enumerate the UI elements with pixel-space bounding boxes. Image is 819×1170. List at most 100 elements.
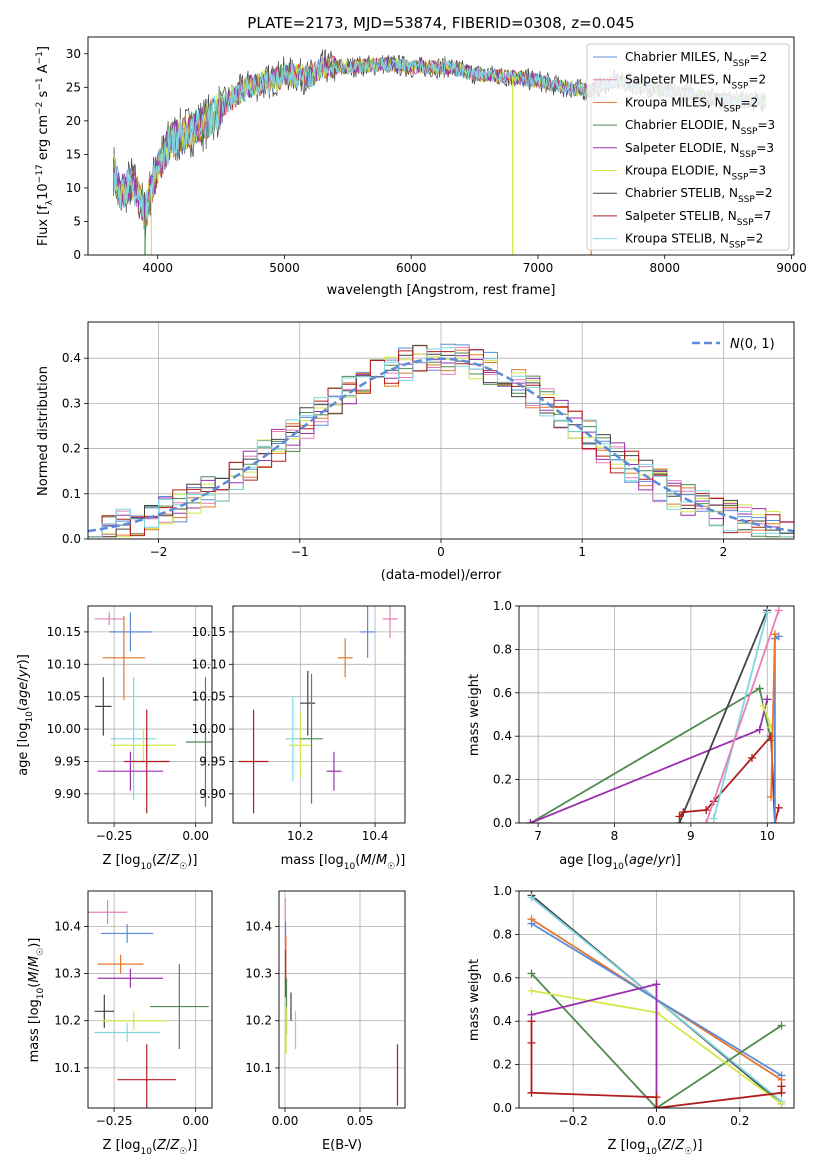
- tick-label-y: 25: [66, 80, 81, 94]
- mw-marker-salpeter_stelib: [777, 1082, 786, 1091]
- label-part: A: [36, 64, 51, 77]
- axes-frame: [87, 321, 795, 540]
- mw-marker-salpeter_elodie: [755, 725, 764, 734]
- label-part: 10: [140, 1147, 152, 1157]
- histogram-step-chabrier_stelib: [88, 344, 794, 538]
- legend-label-chabrier_miles: Chabrier MILES, NSSP=2: [625, 50, 767, 69]
- tick-label-x: 7000: [523, 261, 554, 275]
- legend-label-kroupa_elodie: Kroupa ELODIE, NSSP=3: [625, 164, 766, 183]
- label-part: ☉: [387, 862, 395, 872]
- label-part: SSP: [737, 218, 754, 228]
- tick-label-y: 0.4: [493, 1014, 512, 1028]
- histogram-step-salpeter_elodie: [88, 355, 794, 538]
- panel-mw-vs-z: −0.2 0.0 0.2 0.0 0.2 0.4 0.6 0.8 1.0: [493, 884, 795, 1128]
- x-axis-label: Z [log10(Z/Z☉)]: [608, 1138, 703, 1157]
- tick-label-y: 10.00: [47, 722, 81, 736]
- tick-label-x: 0.2: [730, 1114, 749, 1128]
- x-axis-label: E(B-V): [322, 1138, 362, 1153]
- label-part: Z: [156, 1138, 167, 1153]
- tick-label-x: 8000: [649, 261, 680, 275]
- errorbar-chabrier_elodie: [185, 677, 212, 807]
- mw-marker-salpeter_miles: [774, 606, 783, 615]
- label-part: N: [730, 337, 740, 352]
- legend-label-chabrier_stelib: Chabrier STELIB, NSSP=2: [625, 186, 773, 205]
- panel-mass-vs-ebv: 0.00 0.05 10.1 10.2 10.3 10.4: [245, 890, 406, 1128]
- mw-marker-kroupa_stelib: [709, 814, 718, 823]
- mw-marker-kroupa_stelib: [527, 893, 536, 902]
- tick-label-x: 0: [437, 545, 445, 559]
- label-part: )]: [16, 654, 31, 664]
- errorbar-chabrier_miles: [101, 924, 154, 943]
- mw-marker-salpeter_elodie: [526, 819, 535, 823]
- tick-label-y: 0.2: [62, 442, 81, 456]
- label-part: SSP: [738, 195, 755, 205]
- mw-marker-salpeter_stelib: [675, 812, 684, 821]
- label-part: =2: [750, 50, 768, 64]
- tick-label-x: 0.05: [347, 1114, 374, 1128]
- tick-label-y: 0.8: [493, 927, 512, 941]
- label-part: age: [629, 853, 653, 868]
- label-part: age [log: [16, 723, 31, 776]
- histogram-step-salpeter_stelib: [88, 349, 794, 538]
- axes-frame: [87, 36, 795, 256]
- label-part: /: [27, 966, 42, 971]
- x-axis-label: wavelength [Angstrom, rest frame]: [327, 283, 556, 298]
- label-part: 10: [25, 711, 35, 723]
- errorbar-kroupa_miles: [337, 638, 353, 678]
- mw-marker-salpeter_miles: [702, 819, 711, 823]
- y-axis-label: mass weight: [467, 959, 482, 1041]
- mw-marker-salpeter_elodie: [652, 980, 661, 989]
- tick-label-y: 0.0: [493, 816, 512, 830]
- label-part: yr: [16, 663, 31, 679]
- mw-marker-salpeter_stelib: [527, 1038, 536, 1047]
- mw-marker-salpeter_stelib: [652, 1104, 661, 1108]
- tick-label-x: 7: [534, 829, 542, 843]
- legend-label-salpeter_elodie: Salpeter ELODIE, NSSP=3: [625, 141, 774, 160]
- legend-box: [586, 43, 790, 251]
- tick-label-y: 0.6: [493, 686, 512, 700]
- tick-label-x: 0.00: [182, 1114, 209, 1128]
- tick-label-y: 9.90: [199, 787, 226, 801]
- tick-label-y: 10.4: [245, 919, 272, 933]
- mw-line-chabrier_elodie: [530, 687, 772, 823]
- tick-label-y: 10.3: [54, 967, 81, 981]
- plot-area: [527, 891, 786, 1108]
- label-part: Chabrier ELODIE, N: [625, 118, 741, 132]
- label-part: −2: [35, 102, 45, 115]
- mw-line-salpeter_elodie: [531, 983, 658, 1108]
- tick-label-x: 10: [760, 829, 775, 843]
- y-axis-label: mass [log10(M/M☉)]: [27, 938, 46, 1063]
- tick-label-x: 0.0: [647, 1114, 666, 1128]
- panel-age-vs-z: −0.25 0.00 9.90 9.95 10.00 10.05 10.10 10.15: [47, 605, 213, 843]
- mw-marker-salpeter_stelib: [747, 753, 756, 762]
- label-part: ]: [36, 46, 51, 51]
- tick-label-y: 0.0: [493, 1101, 512, 1115]
- mw-marker-salpeter_stelib: [767, 732, 776, 741]
- label-part: Salpeter ELODIE, N: [625, 141, 739, 155]
- tick-label-y: 0.6: [493, 971, 512, 985]
- tick-label-y: 9.95: [54, 754, 81, 768]
- errorbar-salpeter_miles: [382, 606, 398, 639]
- label-part: Z: [169, 853, 180, 868]
- y-axis-label: age [log10(age/yr)]: [16, 654, 35, 776]
- tick-label-x: 9: [687, 829, 695, 843]
- label-part: Chabrier STELIB, N: [625, 186, 738, 200]
- errorbar-chabrier_stelib: [300, 670, 316, 736]
- label-part: Flux [f: [36, 205, 51, 246]
- errorbar-kroupa_elodie: [289, 712, 312, 778]
- errorbar-salpeter_stelib: [123, 709, 170, 814]
- label-part: −17: [35, 164, 45, 183]
- tick-label-y: 10.00: [192, 722, 226, 736]
- mw-marker-salpeter_stelib: [702, 805, 711, 814]
- tick-label-y: 0.0: [62, 532, 81, 546]
- tick-label-y: 10.4: [54, 919, 81, 933]
- tick-label-y: 0.8: [493, 642, 512, 656]
- tick-label-x: 6000: [396, 261, 427, 275]
- mw-line-kroupa_stelib: [712, 612, 769, 819]
- label-part: ☉: [179, 1147, 187, 1157]
- axes-frame: [87, 890, 213, 1109]
- label-part: age: [16, 682, 31, 706]
- errorbar-kroupa_miles: [102, 615, 146, 700]
